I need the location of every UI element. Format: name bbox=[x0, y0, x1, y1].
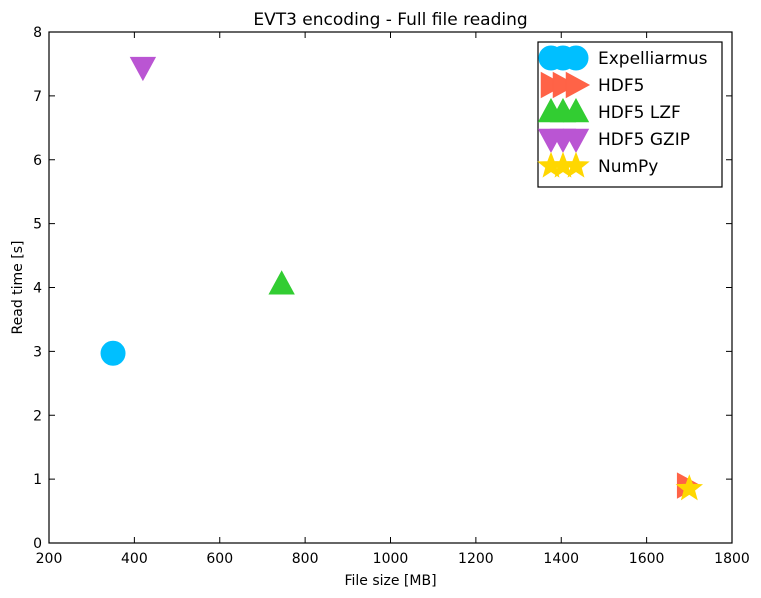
y-tick-label: 2 bbox=[33, 408, 42, 424]
legend-label: HDF5 LZF bbox=[598, 103, 681, 123]
y-tick-label: 4 bbox=[33, 281, 42, 297]
data-point-hdf5-gzip bbox=[129, 56, 157, 82]
x-tick-label: 1800 bbox=[714, 551, 750, 567]
x-tick-label: 1600 bbox=[629, 551, 665, 567]
y-tick-label: 1 bbox=[33, 472, 42, 488]
legend-marker-hdf5-lzf bbox=[562, 97, 590, 123]
data-point-hdf5-lzf bbox=[268, 270, 295, 295]
legend: Expelliarmus HDF5 HDF5 LZF HDF5 GZIP NumPy bbox=[537, 41, 723, 188]
legend-marker-hdf5 bbox=[552, 71, 578, 99]
legend-label: HDF5 bbox=[598, 76, 644, 96]
legend-marker-expelliarmus bbox=[563, 45, 589, 71]
y-tick-label: 0 bbox=[33, 536, 42, 552]
data-point-numpy bbox=[675, 474, 704, 501]
x-tick-label: 1200 bbox=[458, 551, 494, 567]
x-tick-label: 400 bbox=[121, 551, 148, 567]
data-point-expelliarmus bbox=[100, 340, 126, 366]
legend-label: NumPy bbox=[598, 157, 658, 177]
legend-marker-hdf5-gzip bbox=[562, 128, 590, 154]
y-tick-label: 5 bbox=[33, 217, 42, 233]
y-axis-title: Read time [s] bbox=[10, 241, 26, 335]
x-tick-label: 800 bbox=[292, 551, 319, 567]
legend-marker-hdf5 bbox=[540, 71, 566, 99]
legend-label: HDF5 GZIP bbox=[598, 130, 690, 150]
y-tick-label: 6 bbox=[33, 153, 42, 169]
legend-marker-hdf5 bbox=[565, 71, 591, 99]
legend-label: Expelliarmus bbox=[598, 49, 708, 69]
x-tick-label: 1000 bbox=[373, 551, 409, 567]
x-tick-label: 600 bbox=[206, 551, 233, 567]
x-tick-label: 1400 bbox=[543, 551, 579, 567]
plot-area: 200 400 600 800 1000 1200 1400 1600 1800 0 1 2 3 4 5 6 7… bbox=[33, 25, 750, 567]
y-tick-label: 7 bbox=[33, 89, 42, 105]
x-axis-title: File size [MB] bbox=[344, 573, 436, 589]
y-tick-label: 8 bbox=[33, 25, 42, 41]
x-tick-label: 200 bbox=[36, 551, 63, 567]
chart-title: EVT3 encoding - Full file reading bbox=[253, 10, 527, 30]
y-tick-label: 3 bbox=[33, 344, 42, 360]
axes-frame bbox=[48, 31, 733, 544]
legend-marker-numpy bbox=[562, 151, 590, 178]
